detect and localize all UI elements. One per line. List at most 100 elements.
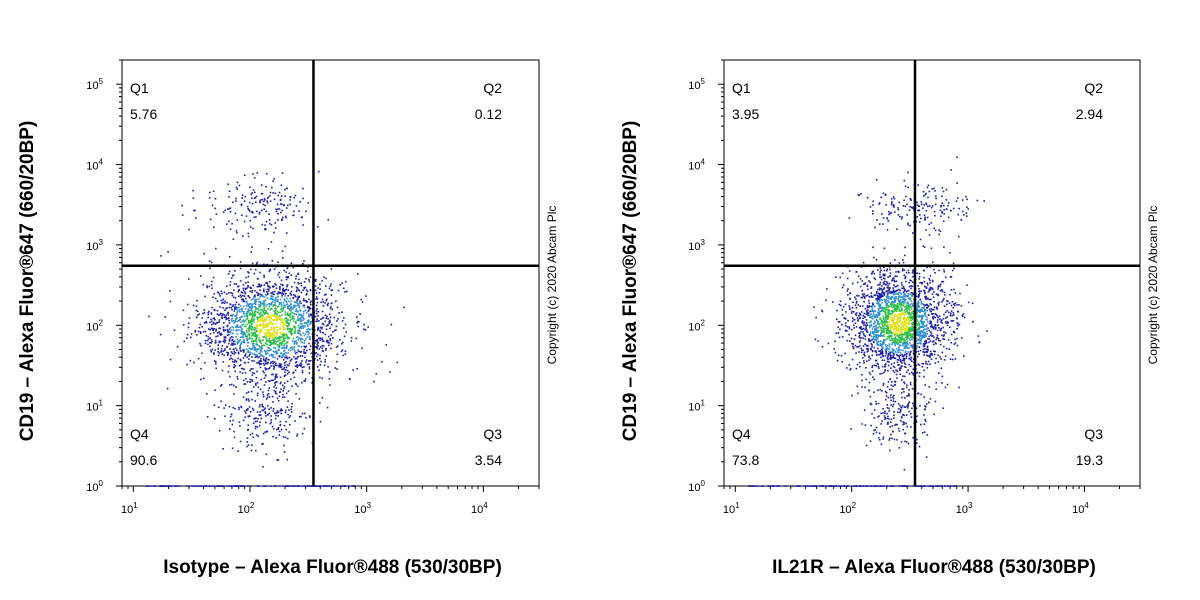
event-dot <box>895 326 898 328</box>
event-dot <box>872 270 874 273</box>
event-dot <box>158 485 160 487</box>
event-dot <box>897 307 899 310</box>
event-dot <box>246 441 248 443</box>
event-dot <box>279 286 281 288</box>
event-dot <box>280 428 283 431</box>
event-dot <box>327 341 329 344</box>
event-dot <box>263 300 265 302</box>
event-dot <box>226 328 228 331</box>
quadrant-name: Q4 <box>130 426 149 442</box>
event-dot <box>276 343 279 346</box>
event-dot <box>305 331 308 333</box>
event-dot <box>254 417 256 420</box>
event-dot <box>256 334 258 337</box>
event-dot <box>284 317 286 320</box>
event-dot <box>272 360 274 363</box>
event-dot <box>909 293 911 296</box>
event-dot <box>266 343 268 346</box>
event-dot <box>337 318 339 320</box>
event-dot <box>287 338 289 340</box>
event-dot <box>892 340 895 343</box>
event-dot <box>335 329 337 331</box>
event-dot <box>890 354 892 357</box>
event-dot <box>926 354 928 357</box>
event-dot <box>212 321 215 324</box>
event-dot <box>328 371 331 373</box>
event-dot <box>281 219 283 222</box>
event-dot <box>218 341 220 344</box>
event-dot <box>302 289 304 291</box>
event-dot <box>224 329 227 332</box>
event-dot <box>251 289 254 292</box>
event-dot <box>956 328 958 330</box>
event-dot <box>911 325 913 328</box>
event-dot <box>306 485 309 487</box>
event-dot <box>873 294 876 296</box>
event-dot <box>240 308 242 310</box>
event-dot <box>860 347 862 350</box>
event-dot <box>303 352 305 354</box>
event-dot <box>325 277 327 280</box>
event-dot <box>928 322 931 325</box>
event-dot <box>240 341 243 344</box>
event-dot <box>240 405 242 408</box>
event-dot <box>268 290 270 292</box>
event-dot <box>269 342 272 344</box>
event-dot <box>260 360 263 363</box>
event-dot <box>247 281 249 283</box>
event-dot <box>248 303 250 306</box>
event-dot <box>925 295 928 298</box>
event-dot <box>892 331 894 334</box>
event-dot <box>302 327 304 329</box>
event-dot <box>261 184 263 186</box>
event-dot <box>344 485 347 487</box>
event-dot <box>290 308 293 311</box>
event-dot <box>921 282 923 285</box>
event-dot <box>922 310 925 313</box>
event-dot <box>918 302 920 304</box>
event-dot <box>921 306 924 309</box>
event-dot <box>257 485 260 487</box>
y-tick-label: 102 <box>86 318 103 333</box>
event-dot <box>239 318 241 321</box>
event-dot <box>917 363 920 366</box>
event-dot <box>352 369 354 371</box>
event-dot <box>259 366 262 369</box>
event-dot <box>299 300 301 302</box>
event-dot <box>911 338 913 341</box>
event-dot <box>861 328 863 330</box>
event-dot <box>295 361 298 363</box>
event-dot <box>898 295 900 298</box>
event-dot <box>270 421 272 424</box>
event-dot <box>298 289 301 292</box>
event-dot <box>258 309 260 312</box>
plot-frame <box>723 59 1141 487</box>
event-dot <box>262 327 265 329</box>
event-dot <box>253 340 255 342</box>
event-dot <box>303 287 305 289</box>
event-dot <box>281 325 283 328</box>
event-dot <box>174 485 176 487</box>
event-dot <box>251 338 253 340</box>
event-dot <box>897 328 900 330</box>
event-dot <box>826 288 828 290</box>
event-dot <box>159 333 162 336</box>
event-dot <box>896 318 899 320</box>
event-dot <box>321 337 324 340</box>
event-dot <box>342 354 345 357</box>
event-dot <box>287 325 289 328</box>
event-dot <box>930 287 932 290</box>
event-dot <box>904 294 906 297</box>
event-dot <box>890 325 892 328</box>
event-dot <box>280 292 282 295</box>
event-dot <box>294 332 296 334</box>
event-dot <box>278 434 281 436</box>
event-dot <box>281 356 283 359</box>
event-dot <box>881 320 883 322</box>
event-dot <box>308 313 310 316</box>
event-dot <box>883 294 886 296</box>
event-dot <box>877 327 879 329</box>
event-dot <box>907 335 910 338</box>
event-dot <box>888 290 891 292</box>
event-dot <box>851 307 854 309</box>
